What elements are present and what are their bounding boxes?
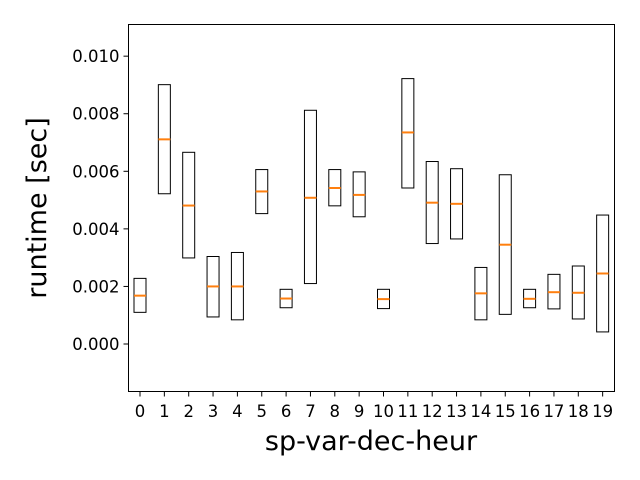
x-tick-label: 19 — [592, 402, 613, 421]
x-tick-label: 16 — [519, 402, 540, 421]
x-tick-label: 12 — [422, 402, 443, 421]
x-tick-label: 14 — [470, 402, 491, 421]
plot-frame — [128, 24, 615, 392]
y-axis: 0.000 0.002 0.004 0.006 0.008 0.010 — [72, 47, 129, 354]
x-axis: 0 1 2 3 4 5 6 7 8 9 10 11 12 13 14 15 16 17 18 19 — [135, 391, 613, 421]
boxes-group — [133, 78, 610, 333]
y-tick-label: 0.008 — [72, 105, 119, 124]
x-tick-label: 15 — [495, 402, 516, 421]
x-tick-label: 13 — [446, 402, 467, 421]
x-tick-label: 7 — [305, 402, 316, 421]
x-tick-label: 3 — [208, 402, 219, 421]
y-tick-label: 0.006 — [72, 162, 119, 181]
y-axis-label: runtime [sec] — [22, 117, 53, 299]
y-tick-label: 0.010 — [72, 47, 119, 66]
y-tick-label: 0.004 — [72, 220, 119, 239]
x-tick-label: 17 — [543, 402, 564, 421]
x-tick-label: 5 — [257, 402, 268, 421]
x-tick-label: 1 — [159, 402, 170, 421]
x-tick-label: 10 — [373, 402, 394, 421]
x-tick-label: 8 — [330, 402, 341, 421]
x-axis-label: sp-var-dec-heur — [265, 426, 478, 457]
x-tick-label: 4 — [232, 402, 243, 421]
x-tick-label: 2 — [183, 402, 194, 421]
x-tick-label: 18 — [568, 402, 589, 421]
x-tick-label: 11 — [397, 402, 418, 421]
x-tick-label: 9 — [354, 402, 365, 421]
y-tick-label: 0.002 — [72, 277, 119, 296]
y-tick-label: 0.000 — [72, 335, 119, 354]
x-tick-label: 6 — [281, 402, 292, 421]
x-tick-label: 0 — [135, 402, 146, 421]
